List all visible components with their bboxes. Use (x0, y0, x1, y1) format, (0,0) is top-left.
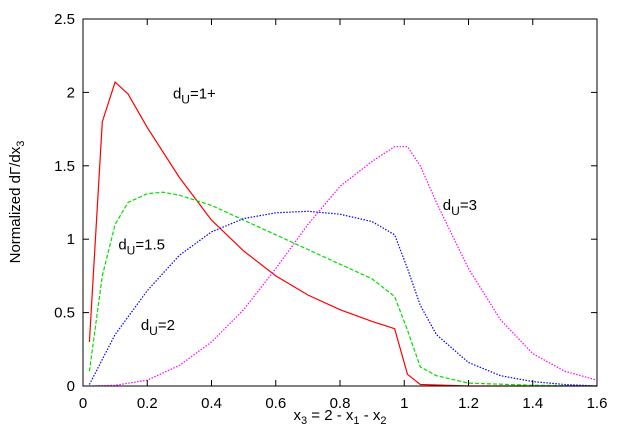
series-label-2: dU=2 (141, 317, 175, 338)
series-line-2 (88, 210, 598, 387)
series-labels: dU=1+ dU=1.5 dU=2 dU=3 (118, 85, 477, 338)
series-label-3: dU=3 (443, 197, 477, 218)
ticks: 0 0.2 0.4 0.6 0.8 1 1.2 1.4 1.6 0 0.5 1 1.5 2 2.5 (54, 11, 607, 412)
curves (88, 81, 598, 387)
series-label-0: dU=1+ (173, 85, 216, 106)
series-label-1: dU=1.5 (118, 236, 165, 257)
x-tick-label: 0.4 (201, 395, 222, 412)
y-tick-label: 2.5 (54, 11, 75, 28)
x-tick-label: 0.8 (330, 395, 351, 412)
x-tick-label: 1.2 (458, 395, 479, 412)
x-tick-label: 1.6 (587, 395, 608, 412)
x-tick-label: 0 (79, 395, 87, 412)
y-tick-label: 1 (67, 231, 75, 248)
y-tick-label: 0.5 (54, 305, 75, 322)
x-tick-label: 0.2 (137, 395, 158, 412)
y-tick-label: 1.5 (54, 158, 75, 175)
x-tick-label: 1 (400, 395, 408, 412)
x-axis-label: x3 = 2 - x1 - x2 (294, 407, 387, 427)
series-line-0 (88, 81, 597, 387)
y-axis-label: Normalized dΓ/dx3 (7, 141, 27, 264)
x-tick-label: 1.4 (522, 395, 543, 412)
series-line-3 (89, 146, 598, 387)
y-tick-label: 0 (67, 378, 75, 395)
series-line-1 (88, 191, 598, 387)
x-tick-label: 0.6 (265, 395, 286, 412)
y-tick-label: 2 (67, 84, 75, 101)
